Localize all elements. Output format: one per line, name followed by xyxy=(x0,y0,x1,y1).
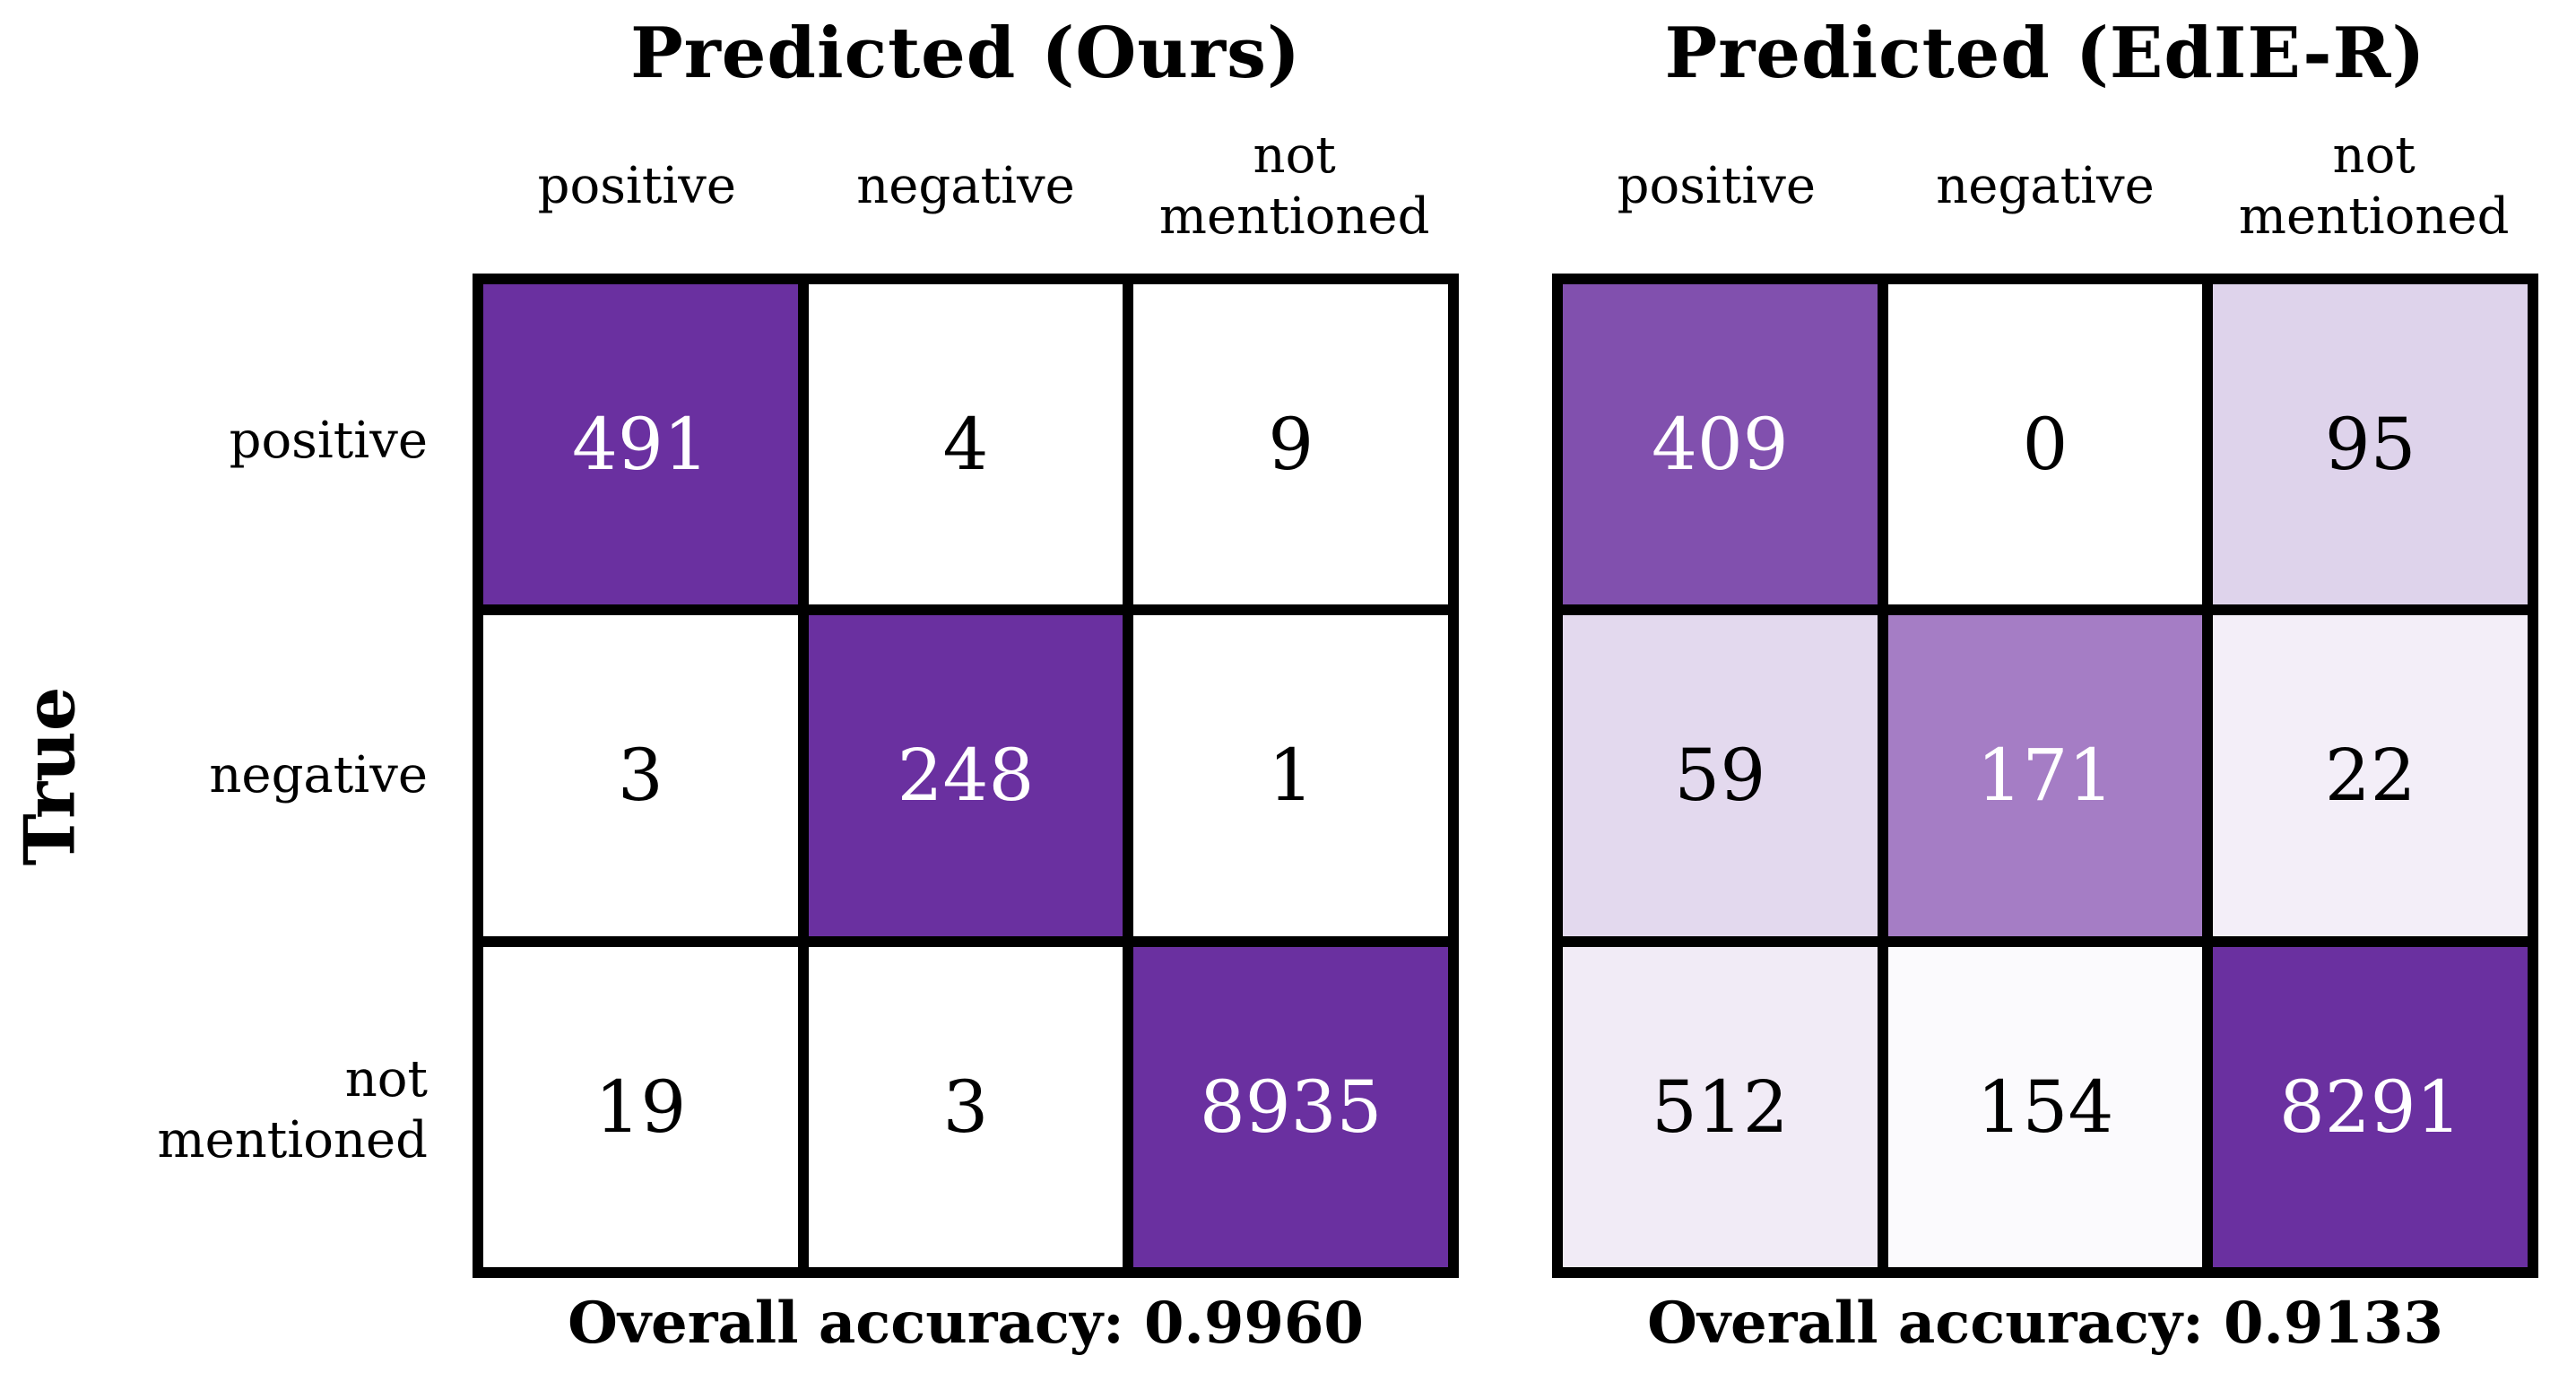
matrix-cell: 59 xyxy=(1563,615,1878,936)
panel-ours: Predicted (Ours) positive negative not m… xyxy=(473,0,1459,1373)
matrix-cell: 1 xyxy=(1133,615,1448,936)
panel-title: Predicted (EdIE-R) xyxy=(1664,13,2426,94)
matrix-cell: 22 xyxy=(2213,615,2528,936)
matrix-cell: 3 xyxy=(483,615,798,936)
matrix-cell: 409 xyxy=(1563,284,1878,605)
matrix-cell: 248 xyxy=(808,615,1123,936)
matrix-cell: 19 xyxy=(483,946,798,1267)
matrix-cell: 512 xyxy=(1563,946,1878,1267)
accuracy-annotation-ours: Overall accuracy: 0.9960 xyxy=(568,1290,1364,1357)
matrix-cell: 171 xyxy=(1887,615,2203,936)
col-header-negative: negative xyxy=(1936,156,2155,215)
matrix-cell: 154 xyxy=(1887,946,2203,1267)
matrix-cell: 95 xyxy=(2213,284,2528,605)
matrix-cell: 9 xyxy=(1133,284,1448,605)
confusion-matrix-ours: 491 4 9 3 248 1 19 3 8935 xyxy=(473,274,1459,1278)
row-label-negative: negative xyxy=(209,745,428,804)
column-headers: positive negative not mentioned xyxy=(473,115,1459,258)
matrix-cell: 0 xyxy=(1887,284,2203,605)
matrix-cell: 8291 xyxy=(2213,946,2528,1267)
col-header-negative: negative xyxy=(856,156,1075,215)
row-label-not-mentioned: not mentioned xyxy=(157,1050,429,1170)
accuracy-annotation-edie-r: Overall accuracy: 0.9133 xyxy=(1647,1290,2443,1357)
matrix-cell: 3 xyxy=(808,946,1123,1267)
confusion-matrix-edie-r: 409 0 95 59 171 22 512 154 8291 xyxy=(1552,274,2538,1278)
row-label-positive: positive xyxy=(229,411,428,470)
matrix-cell: 491 xyxy=(483,284,798,605)
col-header-not-mentioned: not mentioned xyxy=(2238,126,2510,246)
panel-edie-r: Predicted (EdIE-R) positive negative not… xyxy=(1552,0,2538,1373)
matrix-cell: 8935 xyxy=(1133,946,1448,1267)
matrix-cell: 4 xyxy=(808,284,1123,605)
column-headers: positive negative not mentioned xyxy=(1552,115,2538,258)
col-header-positive: positive xyxy=(1617,156,1817,215)
col-header-not-mentioned: not mentioned xyxy=(1158,126,1430,246)
panel-title: Predicted (Ours) xyxy=(630,13,1301,94)
col-header-positive: positive xyxy=(537,156,737,215)
row-labels: positive negative not mentioned xyxy=(0,274,455,1278)
